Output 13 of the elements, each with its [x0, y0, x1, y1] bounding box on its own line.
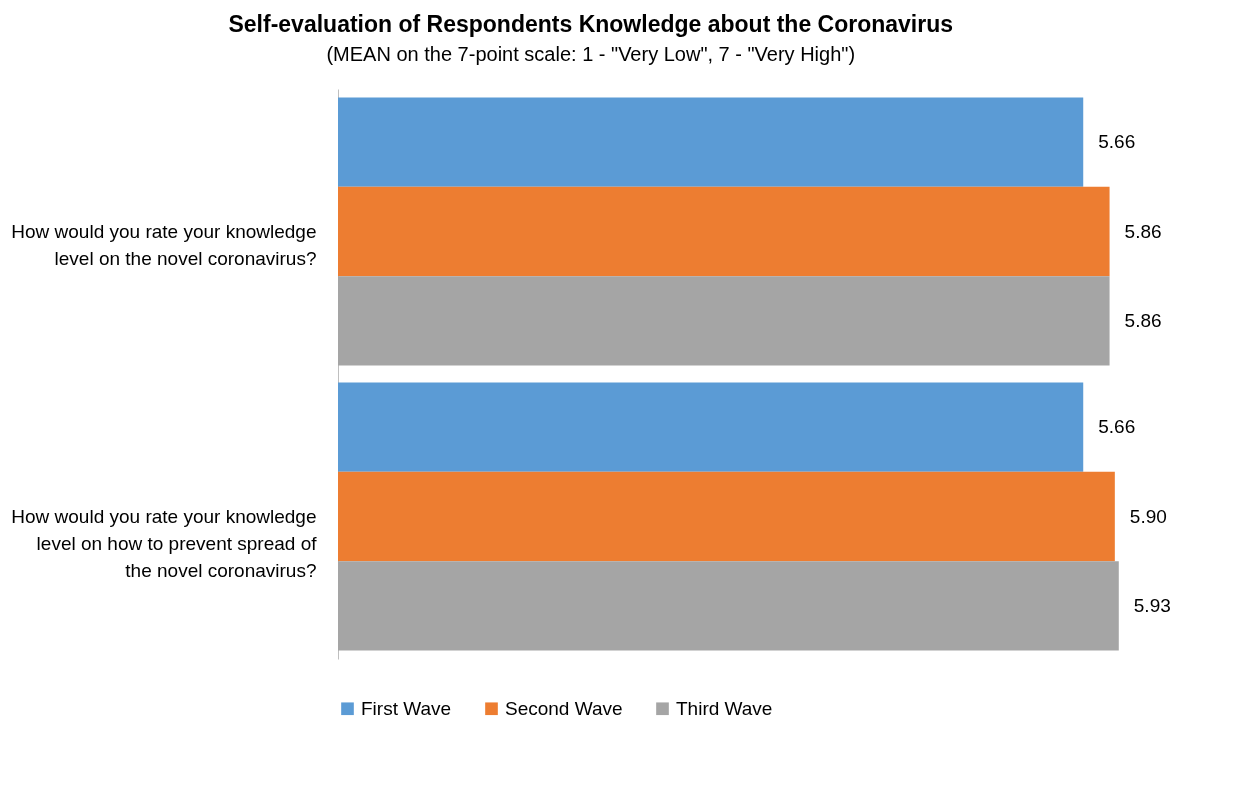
chart-subtitle: (MEAN on the 7-point scale: 1 - "Very Low", 7 - "Very High") [326, 43, 856, 65]
legend-label: Second Wave [505, 697, 623, 719]
data-label: 5.86 [1124, 309, 1162, 331]
data-label: 5.66 [1098, 416, 1136, 438]
y-tick-label: How would you rate your knowledge level on the novel coronavirus? [11, 220, 317, 269]
y-tick-label: How would you rate your knowledge level on how to prevent spread of the novel coronavirus? [11, 505, 318, 581]
data-label: 5.86 [1124, 220, 1162, 242]
data-label: 5.93 [1133, 594, 1171, 616]
data-label: 5.90 [1129, 505, 1167, 527]
data-label: 5.66 [1098, 131, 1136, 153]
legend-label: Third Wave [676, 697, 773, 719]
chart-title: Self-evaluation of Respondents Knowledge about the Coronavirus [228, 11, 954, 37]
legend-label: First Wave [361, 697, 452, 719]
